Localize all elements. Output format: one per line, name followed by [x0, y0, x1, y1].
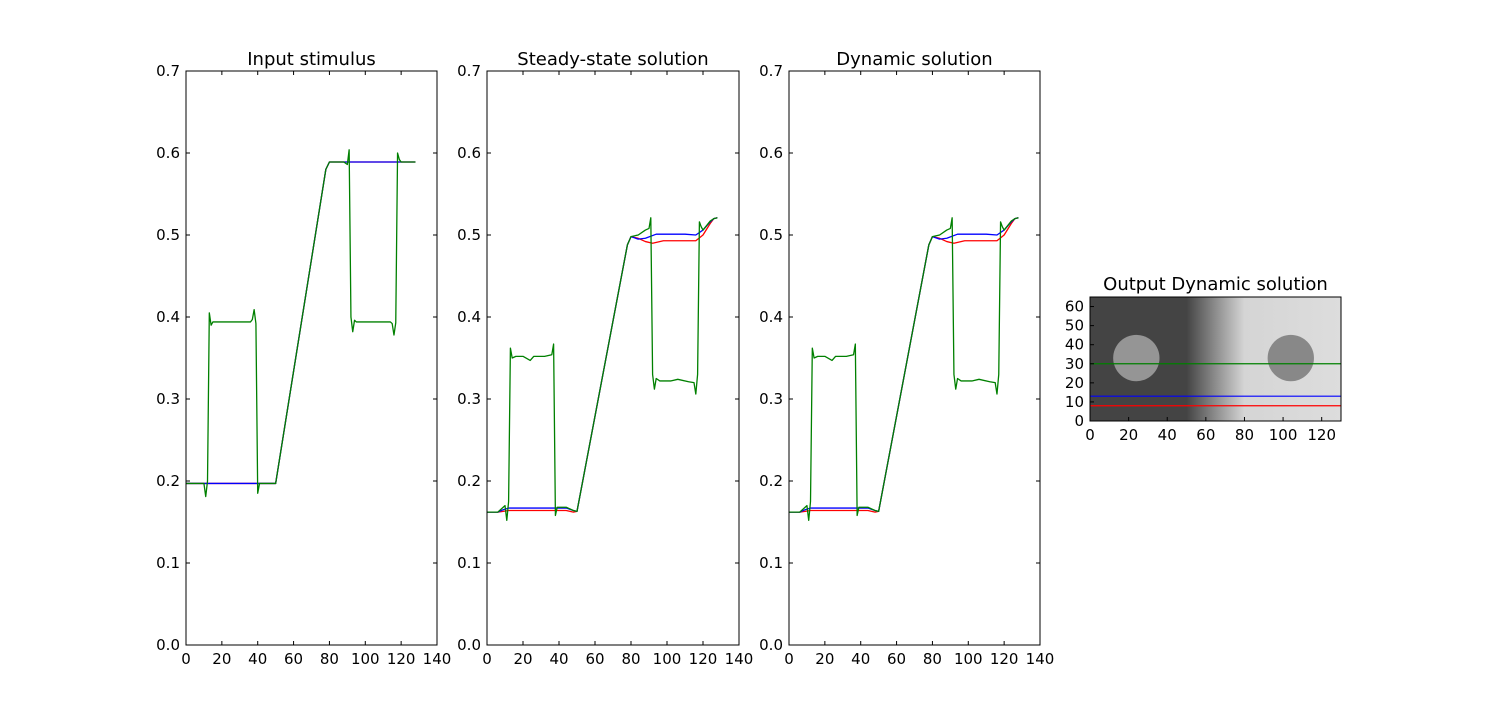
y-tick-label: 0.4: [759, 308, 783, 326]
x-tick-label: 20: [212, 650, 231, 668]
x-tick-label: 100: [954, 650, 983, 668]
x-tick-label: 80: [621, 650, 640, 668]
x-tick-label: 60: [1196, 426, 1215, 444]
y-tick-label: 0.6: [759, 144, 783, 162]
x-tick-label: 120: [990, 650, 1019, 668]
y-tick-label: 0.1: [759, 554, 783, 572]
x-tick-label: 20: [1119, 426, 1138, 444]
y-tick-label: 0.0: [156, 636, 180, 654]
x-tick-label: 140: [725, 650, 754, 668]
x-tick-label: 80: [923, 650, 942, 668]
x-tick-label: 0: [784, 650, 794, 668]
y-tick-label: 0.3: [457, 390, 481, 408]
series-line-3: [789, 217, 1019, 522]
y-tick-label: 0.0: [759, 636, 783, 654]
x-tick-label: 140: [423, 650, 452, 668]
x-tick-label: 120: [1307, 426, 1336, 444]
x-tick-label: 0: [1085, 426, 1095, 444]
chart-title: Output Dynamic solution: [1103, 274, 1328, 295]
x-tick-label: 80: [1235, 426, 1254, 444]
y-tick-label: 0.1: [156, 554, 180, 572]
x-tick-label: 0: [482, 650, 492, 668]
y-tick-label: 0.5: [457, 226, 481, 244]
y-tick-label: 0.5: [759, 226, 783, 244]
y-tick-label: 0.3: [156, 390, 180, 408]
y-tick-label: 20: [1065, 374, 1084, 392]
series-line-3: [487, 217, 718, 522]
series-line-3: [186, 149, 416, 498]
y-tick-label: 40: [1065, 336, 1084, 354]
y-tick-label: 0.7: [457, 62, 481, 80]
y-tick-label: 0.7: [156, 62, 180, 80]
x-tick-label: 120: [387, 650, 416, 668]
axes-frame: [486, 70, 740, 646]
x-tick-label: 60: [284, 650, 303, 668]
x-tick-label: 80: [320, 650, 339, 668]
series-line-1: [789, 217, 1019, 513]
x-tick-label: 140: [1026, 650, 1055, 668]
x-tick-label: 20: [513, 650, 532, 668]
x-tick-label: 40: [851, 650, 870, 668]
x-tick-label: 100: [1269, 426, 1298, 444]
x-tick-label: 60: [585, 650, 604, 668]
y-tick-label: 0.6: [457, 144, 481, 162]
heatmap-disk-1: [1113, 334, 1160, 382]
chart-title: Dynamic solution: [836, 49, 992, 70]
x-tick-label: 20: [815, 650, 834, 668]
y-tick-label: 0.4: [457, 308, 481, 326]
line-chart-1: 0 20 40 60 80 100 120 140 0.0 0.1 0.2 0.3 0.4 0.5 0.6 0…: [156, 49, 451, 668]
series-line-1: [487, 217, 718, 513]
line-chart-2: 0 20 40 60 80 100 120 140 0.0 0.1 0.2 0.3 0.4 0.5 0.6 0…: [457, 49, 753, 668]
y-tick-label: 0.0: [457, 636, 481, 654]
y-tick-label: 30: [1065, 355, 1084, 373]
chart-title: Steady-state solution: [517, 49, 708, 70]
x-tick-label: 0: [181, 650, 191, 668]
y-tick-label: 50: [1065, 317, 1084, 335]
x-tick-label: 100: [351, 650, 380, 668]
y-tick-label: 0.2: [457, 472, 481, 490]
y-tick-label: 60: [1065, 298, 1084, 316]
y-tick-label: 0.2: [759, 472, 783, 490]
y-tick-label: 0.5: [156, 226, 180, 244]
axes-frame: [788, 70, 1041, 646]
y-tick-label: 0: [1074, 412, 1084, 430]
y-tick-label: 0.7: [759, 62, 783, 80]
series-line-2: [487, 217, 718, 513]
x-tick-label: 40: [549, 650, 568, 668]
y-tick-label: 0.1: [457, 554, 481, 572]
y-tick-label: 10: [1065, 393, 1084, 411]
y-tick-label: 0.6: [156, 144, 180, 162]
axes-frame: [185, 70, 438, 646]
y-tick-label: 0.2: [156, 472, 180, 490]
y-tick-label: 0.4: [156, 308, 180, 326]
y-tick-label: 0.3: [759, 390, 783, 408]
heatmap-disk-2: [1267, 334, 1314, 382]
x-tick-label: 40: [248, 650, 267, 668]
series-line-2: [789, 217, 1019, 513]
x-tick-label: 100: [653, 650, 682, 668]
line-chart-3: 0 20 40 60 80 100 120 140 0.0 0.1 0.2 0.3 0.4 0.5 0.6 0…: [759, 49, 1054, 668]
chart-title: Input stimulus: [247, 49, 376, 70]
x-tick-label: 120: [689, 650, 718, 668]
x-tick-label: 60: [887, 650, 906, 668]
x-tick-label: 40: [1158, 426, 1177, 444]
heatmap-frame: [1089, 296, 1342, 422]
